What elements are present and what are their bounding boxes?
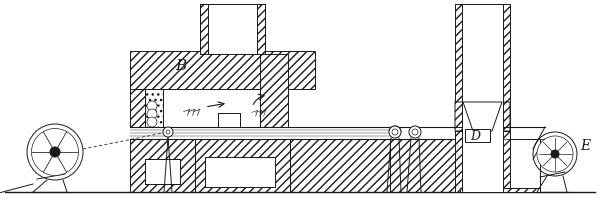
Circle shape bbox=[147, 101, 157, 111]
Bar bbox=[465, 129, 490, 142]
Circle shape bbox=[166, 130, 170, 134]
Polygon shape bbox=[455, 102, 473, 131]
Circle shape bbox=[409, 126, 421, 138]
Bar bbox=[195, 139, 290, 192]
Circle shape bbox=[163, 127, 173, 137]
Bar bbox=[208, 5, 257, 55]
Text: D: D bbox=[470, 129, 480, 142]
Circle shape bbox=[147, 117, 157, 127]
Circle shape bbox=[392, 129, 398, 135]
Circle shape bbox=[412, 129, 418, 135]
Circle shape bbox=[147, 109, 157, 119]
Circle shape bbox=[389, 126, 401, 138]
Bar bbox=[145, 159, 180, 184]
Circle shape bbox=[537, 136, 573, 172]
Bar bbox=[260, 55, 288, 127]
Bar bbox=[130, 55, 145, 127]
Bar bbox=[462, 5, 503, 192]
Circle shape bbox=[551, 150, 559, 158]
Bar bbox=[130, 52, 315, 90]
Bar bbox=[290, 139, 390, 192]
Bar bbox=[163, 90, 260, 127]
Text: E: E bbox=[580, 138, 590, 152]
Bar bbox=[205, 157, 275, 187]
Bar bbox=[145, 90, 163, 127]
Circle shape bbox=[31, 129, 79, 176]
Bar bbox=[455, 5, 510, 192]
Bar bbox=[460, 188, 540, 192]
Text: B: B bbox=[175, 59, 186, 73]
Circle shape bbox=[50, 147, 60, 157]
Bar bbox=[218, 113, 240, 127]
Polygon shape bbox=[463, 102, 502, 131]
Bar bbox=[130, 139, 195, 192]
Bar bbox=[200, 5, 265, 55]
Bar bbox=[390, 139, 460, 192]
Polygon shape bbox=[492, 102, 510, 131]
Bar bbox=[460, 139, 540, 192]
